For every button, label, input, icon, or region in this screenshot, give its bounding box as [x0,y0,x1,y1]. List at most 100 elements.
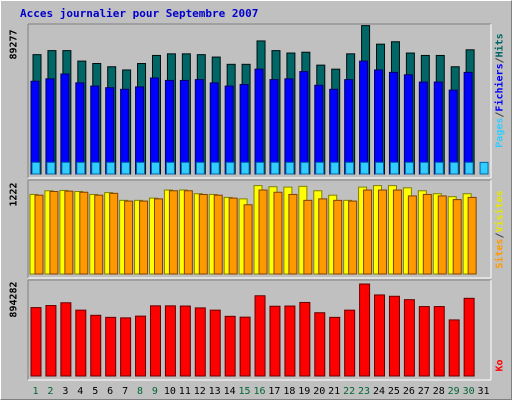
bar-pages-24 [375,161,385,175]
bar-pages-31 [479,161,489,175]
bar-fichiers-21 [329,88,339,175]
bar-pages-25 [389,161,399,175]
x-tick-label-24: 24 [373,386,385,397]
bar-ko-22 [344,309,356,377]
bar-ko-7 [120,317,132,377]
x-tick-label-12: 12 [194,386,206,397]
bar-sites-13 [213,194,223,275]
bar-pages-5 [91,161,101,175]
x-tick-label-6: 6 [107,386,113,397]
x-tick-label-26: 26 [403,386,415,397]
bar-pages-28 [434,161,444,175]
x-tick-label-8: 8 [137,386,143,397]
bar-ko-14 [224,315,236,377]
x-tick-label-30: 30 [463,386,475,397]
bar-pages-1 [31,161,41,175]
bar-ko-27 [418,306,430,377]
bar-fichiers-2 [45,78,55,175]
bar-pages-13 [210,161,220,175]
bar-fichiers-28 [433,81,443,175]
bar-sites-14 [228,197,238,275]
x-tick-label-4: 4 [77,386,83,397]
bar-sites-3 [64,190,74,275]
bar-sites-20 [318,198,328,275]
bar-sites-10 [168,190,178,275]
bar-sites-8 [139,200,149,275]
bar-pages-26 [404,161,414,175]
bar-ko-12 [194,307,206,377]
bar-ko-4 [75,309,87,377]
bar-ko-24 [374,294,386,377]
bar-ko-30 [463,297,475,377]
bar-pages-8 [136,161,146,175]
x-tick-label-27: 27 [418,386,430,397]
bar-ko-6 [105,316,117,377]
x-tick-label-20: 20 [313,386,325,397]
bar-pages-10 [165,161,175,175]
bar-ko-5 [90,314,102,377]
bar-fichiers-26 [403,74,413,175]
bar-pages-21 [330,161,340,175]
bar-sites-21 [333,199,343,275]
bar-ko-16 [254,295,266,377]
bar-ko-23 [359,283,371,377]
bar-fichiers-23 [359,60,369,175]
bar-fichiers-6 [105,87,115,175]
bar-fichiers-9 [149,77,159,175]
x-tick-label-2: 2 [47,386,53,397]
bar-pages-14 [225,161,235,175]
bar-fichiers-27 [418,81,428,175]
x-tick-label-11: 11 [179,386,191,397]
bar-fichiers-29 [448,89,458,175]
bar-ko-8 [135,315,147,377]
bar-ko-15 [239,316,251,377]
bar-pages-11 [180,161,190,175]
bar-pages-17 [270,161,280,175]
bar-fichiers-22 [344,79,354,175]
bar-sites-28 [437,195,447,275]
x-tick-label-25: 25 [388,386,400,397]
bar-fichiers-17 [269,79,279,175]
bar-ko-26 [403,299,415,377]
bar-sites-23 [363,189,373,275]
bar-sites-1 [34,194,44,275]
bar-pages-2 [46,161,56,175]
bar-sites-4 [79,191,89,275]
x-tick-label-18: 18 [283,386,295,397]
bar-fichiers-19 [299,71,309,175]
x-tick-label-31: 31 [478,386,490,397]
x-tick-label-21: 21 [328,386,340,397]
bar-ko-11 [179,305,191,377]
bar-ko-19 [299,301,311,377]
bar-fichiers-10 [164,79,174,175]
bar-sites-12 [198,193,208,275]
x-tick-label-5: 5 [92,386,98,397]
bar-sites-26 [407,195,417,275]
bar-pages-22 [345,161,355,175]
bar-fichiers-11 [179,79,189,175]
bar-fichiers-13 [209,82,219,175]
x-tick-label-1: 1 [32,386,38,397]
bar-sites-11 [183,190,193,275]
bar-sites-30 [467,196,477,275]
bar-pages-20 [315,161,325,175]
bar-pages-19 [300,161,310,175]
bar-ko-28 [433,306,445,377]
bar-sites-15 [243,204,253,275]
bar-pages-29 [449,161,459,175]
bar-ko-13 [209,309,221,377]
x-tick-label-13: 13 [209,386,221,397]
bar-pages-6 [106,161,116,175]
x-tick-label-28: 28 [433,386,445,397]
bar-fichiers-15 [239,83,249,175]
bar-pages-15 [240,161,250,175]
x-tick-label-7: 7 [122,386,128,397]
bar-pages-16 [255,161,265,175]
bar-ko-18 [284,305,296,377]
bar-fichiers-25 [388,71,398,175]
bar-pages-23 [360,161,370,175]
bar-sites-9 [153,198,163,275]
bar-sites-17 [273,191,283,275]
bar-fichiers-7 [120,88,130,175]
